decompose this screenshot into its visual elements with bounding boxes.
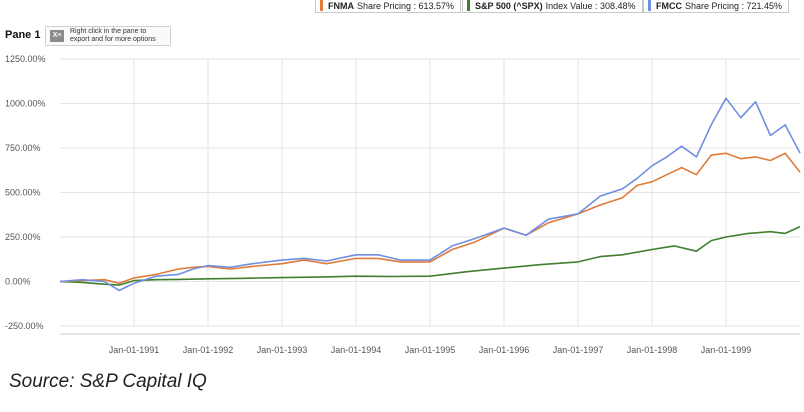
series-line-s-p-500-spx[interactable] <box>59 225 801 286</box>
excel-export-icon[interactable]: X≡ <box>50 30 64 42</box>
y-tick-label: 0.00% <box>5 277 31 287</box>
legend: FNMA Share Pricing : 613.57% S&P 500 (^S… <box>0 0 804 14</box>
x-tick-label: Jan-01-1991 <box>109 345 160 355</box>
x-tick-label: Jan-01-1996 <box>479 345 530 355</box>
y-tick-label: 500.00% <box>5 188 41 198</box>
y-tick-label: 1000.00% <box>5 99 46 109</box>
legend-name: FMCC <box>656 0 682 11</box>
y-tick-label: -250.00% <box>5 321 44 331</box>
x-tick-label: Jan-01-1997 <box>553 345 604 355</box>
legend-swatch-sp500 <box>467 0 470 11</box>
legend-swatch-fmcc <box>648 0 651 11</box>
legend-item-fmcc[interactable]: FMCC Share Pricing : 721.45% <box>643 0 790 13</box>
y-tick-label: 1250.00% <box>5 54 46 64</box>
export-hint-line-2: export and for more options <box>70 36 156 43</box>
pane-title: Pane 1 <box>5 29 41 41</box>
x-tick-label: Jan-01-1995 <box>405 345 456 355</box>
series-line-fnma[interactable] <box>59 152 801 285</box>
x-tick-label: Jan-01-1993 <box>257 345 308 355</box>
legend-label: Share Pricing : 721.45% <box>685 0 783 11</box>
legend-name: FNMA <box>328 0 354 11</box>
legend-name: S&P 500 (^SPX) <box>475 0 543 11</box>
x-tick-label: Jan-01-1994 <box>331 345 382 355</box>
export-hint-line-1: Right click in the pane to <box>70 28 147 35</box>
legend-item-fnma[interactable]: FNMA Share Pricing : 613.57% <box>315 0 462 13</box>
legend-swatch-fnma <box>320 0 323 11</box>
source-caption: Source: S&P Capital IQ <box>9 371 207 392</box>
y-tick-label: 750.00% <box>5 143 41 153</box>
x-tick-label: Jan-01-1992 <box>183 345 234 355</box>
x-tick-label: Jan-01-1998 <box>627 345 678 355</box>
export-hint-text: Right click in the pane to export and fo… <box>70 28 156 44</box>
y-tick-label: 250.00% <box>5 232 41 242</box>
legend-label: Index Value : 308.48% <box>545 0 636 11</box>
legend-label: Share Pricing : 613.57% <box>357 0 455 11</box>
legend-item-sp500[interactable]: S&P 500 (^SPX) Index Value : 308.48% <box>462 0 643 13</box>
export-hint-box[interactable]: X≡ Right click in the pane to export and… <box>45 26 171 46</box>
series-line-fmcc[interactable] <box>59 97 801 292</box>
x-tick-label: Jan-01-1999 <box>701 345 752 355</box>
